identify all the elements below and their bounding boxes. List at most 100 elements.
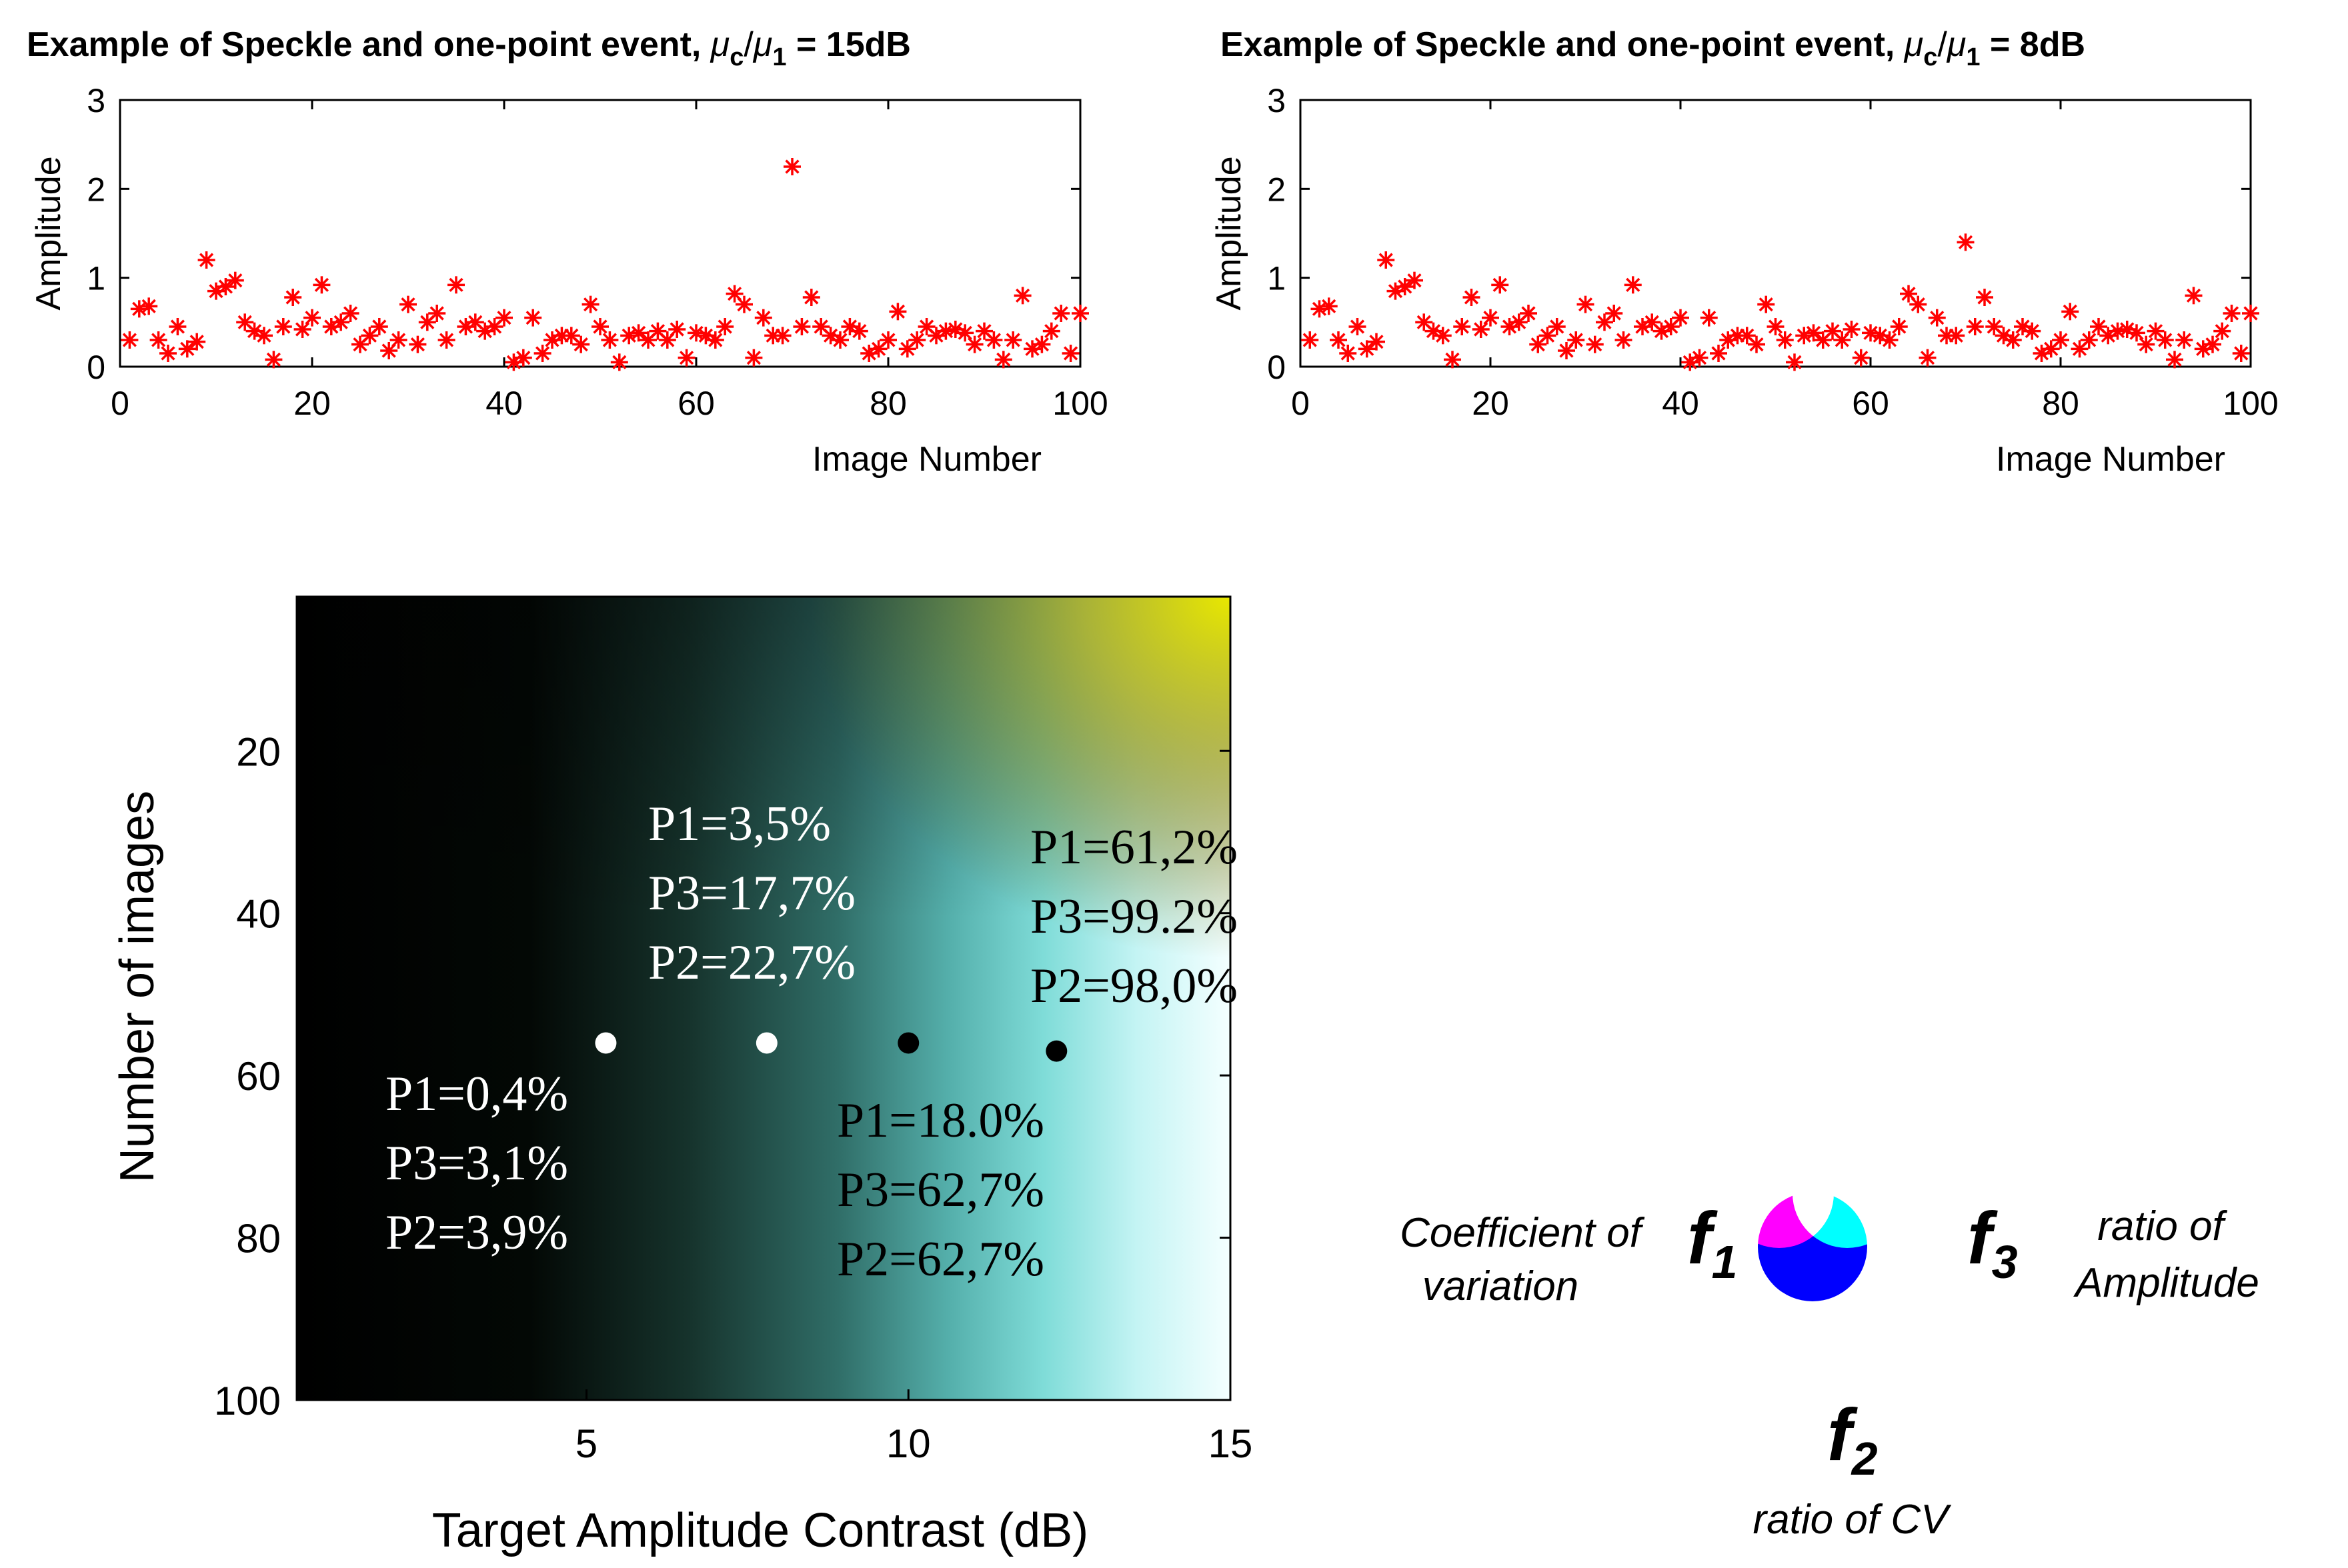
data-point-marker xyxy=(2090,318,2107,335)
y-axis-label: Number of images xyxy=(111,791,164,1183)
y-tick-label: 80 xyxy=(236,1217,281,1261)
y-tick-label: 3 xyxy=(87,82,105,119)
data-point-marker xyxy=(2223,305,2241,322)
data-point-marker xyxy=(601,331,619,349)
data-point-marker xyxy=(533,345,551,362)
y-tick-label: 1 xyxy=(87,260,105,297)
data-point-marker xyxy=(870,340,888,358)
x-tick-label: 100 xyxy=(1052,385,1108,422)
data-point-marker xyxy=(1605,305,1623,322)
data-point-marker xyxy=(1042,322,1060,340)
y-tick-label: 100 xyxy=(214,1379,281,1423)
data-point-marker xyxy=(784,158,801,175)
data-point-marker xyxy=(1348,318,1366,335)
data-point-marker xyxy=(293,321,311,338)
data-point-marker xyxy=(2023,322,2041,340)
data-point-marker xyxy=(1052,305,1070,322)
data-point-marker xyxy=(303,309,321,327)
data-point-marker xyxy=(514,349,532,367)
data-point-marker xyxy=(1710,345,1727,362)
data-point-marker xyxy=(428,305,446,322)
data-point-marker xyxy=(284,289,302,306)
data-point-marker xyxy=(1786,353,1803,371)
data-point-marker xyxy=(1339,345,1357,362)
rgb-feature-legend: Coefficient of variation f1 f3 ratio of … xyxy=(1400,1139,2259,1543)
data-point-marker xyxy=(1072,305,1089,322)
amplitude-chart-8db: Example of Speckle and one-point event, … xyxy=(1210,25,2279,479)
data-point-marker xyxy=(274,318,292,335)
data-markers xyxy=(1301,233,2259,371)
f3-symbol: f3 xyxy=(1967,1197,2018,1288)
chart-title: Example of Speckle and one-point event, … xyxy=(1220,25,2085,71)
f1-description-line2: variation xyxy=(1422,1263,1578,1309)
data-point-marker xyxy=(1672,309,1689,327)
point-annotation: P2=3,9% xyxy=(385,1205,568,1260)
data-point-marker xyxy=(1434,327,1452,345)
y-tick-label: 20 xyxy=(236,729,281,774)
data-point-marker xyxy=(1957,233,1975,251)
data-point-marker xyxy=(217,278,235,295)
data-point-marker xyxy=(121,331,139,349)
x-axis-ticks: 0 20 40 60 80 100 xyxy=(111,100,1108,422)
data-point-marker xyxy=(1062,345,1080,362)
x-tick-label: 15 xyxy=(1208,1421,1253,1466)
data-point-marker xyxy=(389,331,407,349)
data-point-marker xyxy=(1014,287,1032,305)
data-point-marker xyxy=(985,331,1003,349)
x-axis-ticks: 5 10 15 xyxy=(575,1389,1253,1466)
data-point-marker xyxy=(1472,321,1490,338)
data-point-marker xyxy=(1548,318,1566,335)
data-point-marker xyxy=(994,351,1012,369)
f2-symbol: f2 xyxy=(1827,1394,1878,1485)
data-point-marker xyxy=(630,324,648,342)
data-point-marker xyxy=(1482,309,1499,327)
f3-description-line2: Amplitude xyxy=(2073,1260,2259,1306)
data-point-marker xyxy=(774,327,792,345)
data-point-marker xyxy=(1805,324,1823,342)
y-axis-ticks: 0 1 2 3 xyxy=(1267,82,2251,386)
data-point-marker xyxy=(1662,318,1680,335)
data-point-marker xyxy=(716,318,734,335)
data-point-marker xyxy=(1368,333,1385,351)
data-point-marker xyxy=(802,289,820,306)
data-point-marker xyxy=(1320,297,1338,315)
point-annotation: P1=3,5% xyxy=(648,797,831,851)
data-point-marker xyxy=(880,331,897,349)
data-point-marker xyxy=(850,322,868,340)
data-point-marker xyxy=(1330,331,1347,349)
data-point-marker xyxy=(1624,276,1642,294)
data-point-marker xyxy=(1881,331,1899,349)
x-tick-label: 60 xyxy=(1852,385,1889,422)
y-tick-label: 40 xyxy=(236,892,281,937)
data-markers xyxy=(121,158,1089,371)
x-axis-label: Image Number xyxy=(1996,440,2225,479)
point-annotation: P3=3,1% xyxy=(385,1136,568,1191)
annotated-point xyxy=(756,1032,778,1054)
data-point-marker xyxy=(592,318,609,335)
y-tick-label: 3 xyxy=(1267,82,1286,119)
data-point-marker xyxy=(2004,331,2022,349)
data-point-marker xyxy=(1700,309,1718,327)
point-annotation: P1=61,2% xyxy=(1030,820,1238,875)
y-axis-label: Amplitude xyxy=(29,156,68,310)
data-point-marker xyxy=(2061,303,2079,321)
data-point-marker xyxy=(1033,335,1051,353)
f1-description-line1: Coefficient of xyxy=(1400,1210,1645,1256)
data-point-marker xyxy=(908,331,926,349)
x-tick-label: 80 xyxy=(870,385,907,422)
data-point-marker xyxy=(236,313,254,331)
data-point-marker xyxy=(668,321,686,338)
data-point-marker xyxy=(966,335,984,353)
x-tick-label: 40 xyxy=(485,385,523,422)
data-point-marker xyxy=(2213,322,2231,340)
data-point-marker xyxy=(2052,331,2069,349)
data-point-marker xyxy=(1843,321,1861,338)
point-annotation: P2=98,0% xyxy=(1030,959,1238,1013)
annotated-point xyxy=(1046,1040,1068,1062)
data-point-marker xyxy=(2137,335,2155,353)
data-point-marker xyxy=(2204,335,2221,353)
data-point-marker xyxy=(188,333,206,351)
data-point-marker xyxy=(1776,331,1794,349)
f2-description: ratio of CV xyxy=(1753,1497,1953,1543)
